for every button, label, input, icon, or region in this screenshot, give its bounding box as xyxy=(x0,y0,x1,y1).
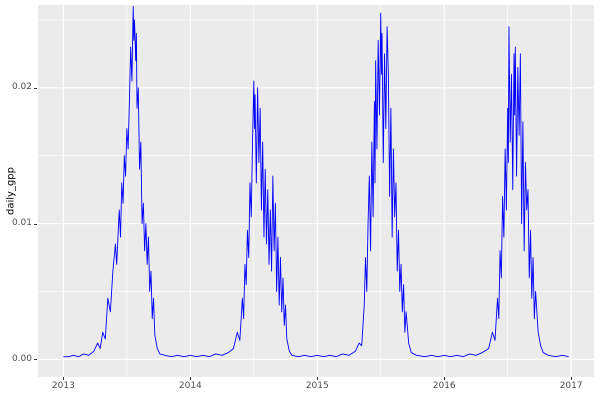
plot-area-svg xyxy=(38,5,594,377)
x-tick-mark xyxy=(317,377,319,380)
y-tick-mark xyxy=(34,359,37,361)
x-tick-mark xyxy=(444,377,446,380)
x-tick-mark xyxy=(571,377,573,380)
y-tick-mark xyxy=(34,223,37,225)
y-tick-mark xyxy=(34,87,37,89)
x-tick-mark xyxy=(63,377,65,380)
x-tick-label: 2016 xyxy=(432,381,456,391)
x-tick-mark xyxy=(190,377,192,380)
y-axis-title: daily_gpp xyxy=(5,167,17,215)
x-tick-label: 2013 xyxy=(51,381,75,391)
data-line-daily_gpp xyxy=(63,5,569,358)
y-tick-label: 0.02 xyxy=(11,82,32,93)
y-tick-label: 0.01 xyxy=(11,218,32,229)
plot-panel xyxy=(38,5,594,377)
x-tick-label: 2014 xyxy=(178,381,202,391)
x-tick-label: 2015 xyxy=(305,381,329,391)
x-tick-label: 2017 xyxy=(559,381,583,391)
y-tick-label: 0.00 xyxy=(11,353,32,364)
